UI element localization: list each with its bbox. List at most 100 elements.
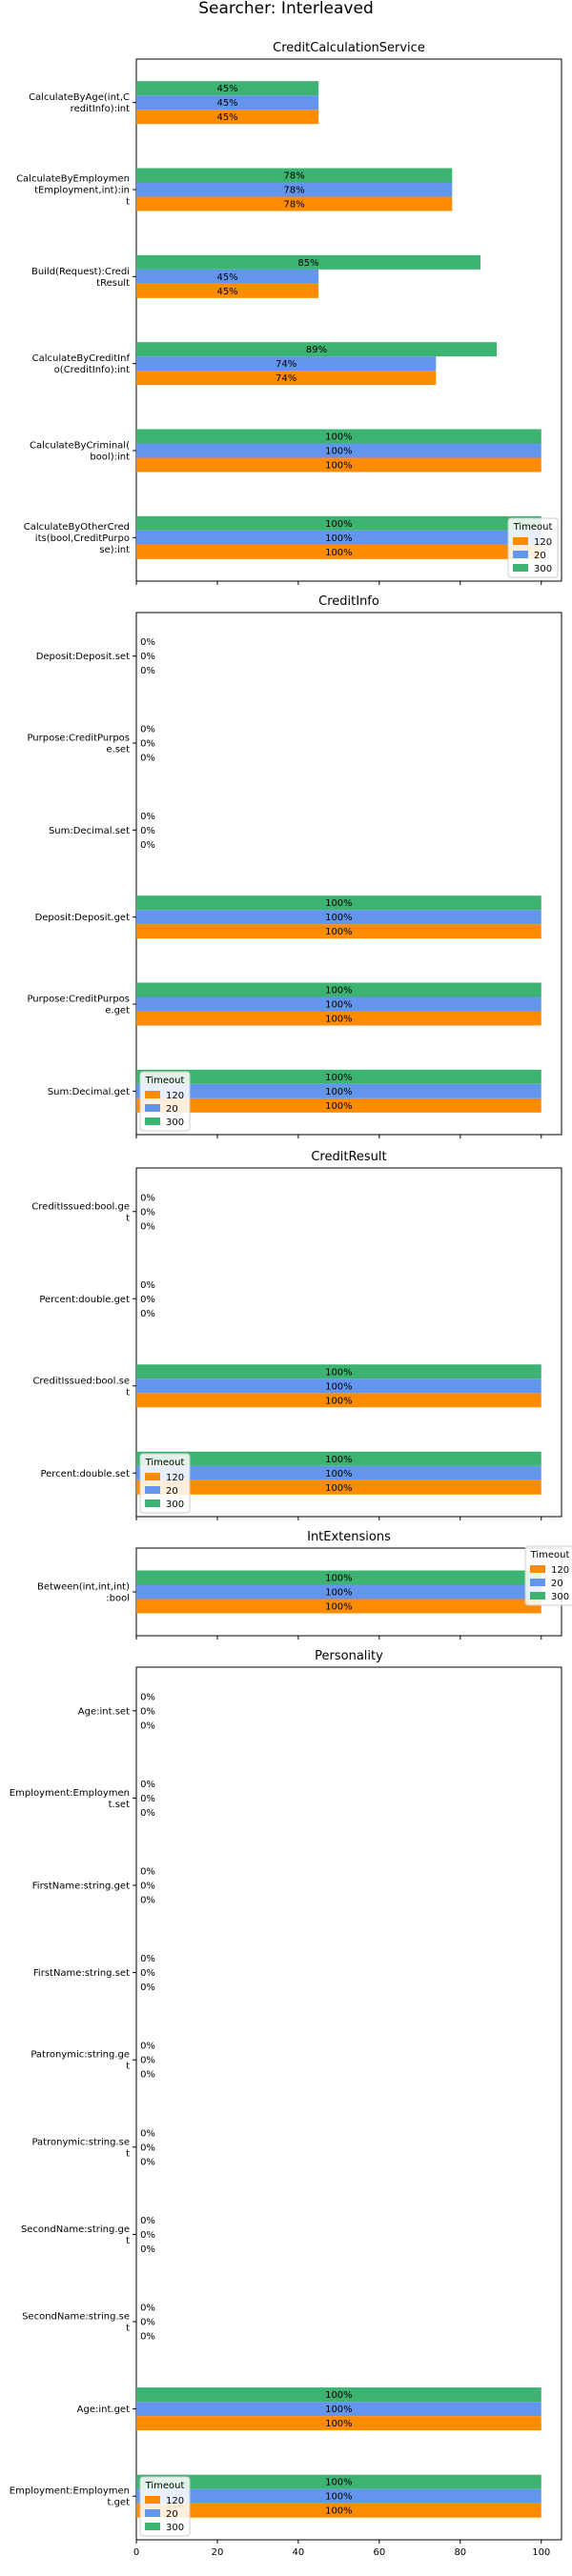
bar-120 (136, 924, 541, 939)
data-label: 0% (140, 1867, 155, 1878)
category-label: CalculateByEmploymen tEmployment,int):in t (16, 174, 130, 208)
bar-120 (136, 1479, 541, 1495)
data-label: 0% (140, 826, 155, 836)
legend-swatch-120 (145, 2496, 160, 2504)
data-label: 100% (325, 2506, 353, 2517)
bar-20 (136, 530, 541, 545)
category-label: Age:int.get (77, 2405, 130, 2415)
data-label: 100% (325, 1574, 353, 1584)
legend-swatch-300 (145, 1117, 160, 1125)
data-label: 100% (325, 1483, 353, 1494)
bar-300 (136, 429, 541, 444)
data-label: 100% (325, 1588, 353, 1599)
bar-120 (136, 544, 541, 559)
x-tick-label: 20 (212, 2547, 224, 2558)
data-label: 0% (140, 1706, 155, 1717)
x-tick-label: 0 (133, 2547, 139, 2558)
bar-300 (136, 81, 319, 96)
category-label: CreditIssued:bool.se t (32, 1376, 130, 1398)
plot-frame (135, 1167, 562, 1518)
bar-300 (136, 1451, 541, 1466)
data-label: 100% (325, 2405, 353, 2415)
data-label: 0% (140, 2304, 155, 2314)
data-label: 0% (140, 2318, 155, 2328)
data-label: 100% (325, 1455, 353, 1465)
category-label: Employment:Employmen t.set (10, 1788, 130, 1810)
legend-title: Timeout (530, 1550, 570, 1560)
data-label: 78% (284, 186, 305, 196)
bar-20 (136, 1379, 541, 1394)
data-label: 0% (140, 652, 155, 662)
category-label: Purpose:CreditPurpos e.get (27, 995, 130, 1016)
bar-120 (136, 457, 541, 473)
data-label: 100% (325, 1602, 353, 1613)
category-label: Patronymic:string.ge t (31, 2050, 130, 2072)
category-label: CreditIssued:bool.ge t (31, 1201, 130, 1223)
legend-entry: 120 (534, 537, 552, 548)
data-label: 100% (325, 1367, 353, 1378)
category-label: CalculateByAge(int,C reditInfo):int (29, 92, 130, 114)
category-label: CalculateByCriminal(bool):int (30, 441, 130, 463)
bar-20 (136, 910, 541, 925)
data-label: 45% (216, 112, 237, 123)
bar-120 (136, 371, 437, 386)
data-label: 0% (140, 637, 155, 648)
legend-entry: 300 (551, 1592, 569, 1602)
data-label: 0% (140, 1896, 155, 1906)
bar-20 (136, 182, 453, 197)
bar-20 (136, 443, 541, 458)
legend: Timeout 120 20 300 (139, 2476, 191, 2537)
panel-0: CreditCalculationService CalculateByOther… (16, 41, 562, 585)
legend-swatch-300 (145, 1499, 160, 1507)
data-label: 0% (140, 1968, 155, 1979)
legend-swatch-120 (513, 537, 528, 545)
category-label: CalculateByCreditInf o(CreditInfo):int (32, 353, 131, 375)
category-label: Deposit:Deposit.set (36, 652, 130, 662)
category-label: FirstName:string.get (32, 1882, 130, 1892)
data-label: 100% (325, 913, 353, 923)
plot-frame (135, 612, 562, 1136)
data-label: 0% (140, 1954, 155, 1964)
data-label: 0% (140, 1794, 155, 1804)
bar-20 (136, 996, 541, 1012)
data-label: 0% (140, 2216, 155, 2226)
legend-box (524, 1545, 572, 1606)
category-label: SecondName:string.ge t (21, 2224, 130, 2246)
data-label: 0% (140, 1207, 155, 1218)
legend-box (139, 1071, 191, 1132)
data-label: 0% (140, 666, 155, 676)
data-label: 0% (140, 2230, 155, 2241)
plot-frame (135, 58, 562, 582)
data-label: 100% (325, 1073, 353, 1083)
bar-300 (136, 1570, 541, 1585)
bar-120 (136, 2416, 541, 2431)
data-label: 0% (140, 1280, 155, 1291)
category-label: Sum:Decimal.get (48, 1087, 130, 1097)
legend-entry: 120 (551, 1565, 569, 1576)
panel-title: IntExtensions (307, 1530, 391, 1544)
data-label: 100% (325, 548, 353, 558)
data-label: 0% (140, 1193, 155, 1203)
legend-entry: 20 (166, 2509, 178, 2520)
bar-120 (136, 283, 319, 298)
legend-entry: 20 (166, 1104, 178, 1115)
panel-title: CreditCalculationService (273, 41, 425, 55)
panel-4: Personality 0 20 40 60 80 100 Employment:Employ… (10, 1649, 562, 2558)
bar-20 (136, 2402, 541, 2417)
panel-3: IntExtensions Between(int,int,int):bool 10… (37, 1530, 572, 1640)
data-label: 100% (325, 1000, 353, 1011)
bar-300 (136, 982, 541, 997)
legend-swatch-20 (145, 2509, 160, 2517)
data-label: 100% (325, 461, 353, 472)
legend: Timeout 120 20 300 (524, 1545, 572, 1606)
bar-120 (136, 2503, 541, 2518)
data-label: 0% (140, 1780, 155, 1790)
data-label: 0% (140, 1808, 155, 1819)
legend-entry: 300 (166, 2523, 184, 2533)
data-label: 100% (325, 1381, 353, 1392)
bar-20 (136, 356, 437, 372)
panel-2: CreditResult Percent:double.set 100% 100% 10… (31, 1150, 562, 1520)
category-label: Sum:Decimal.set (49, 826, 130, 836)
legend: Timeout 120 20 300 (507, 517, 559, 578)
